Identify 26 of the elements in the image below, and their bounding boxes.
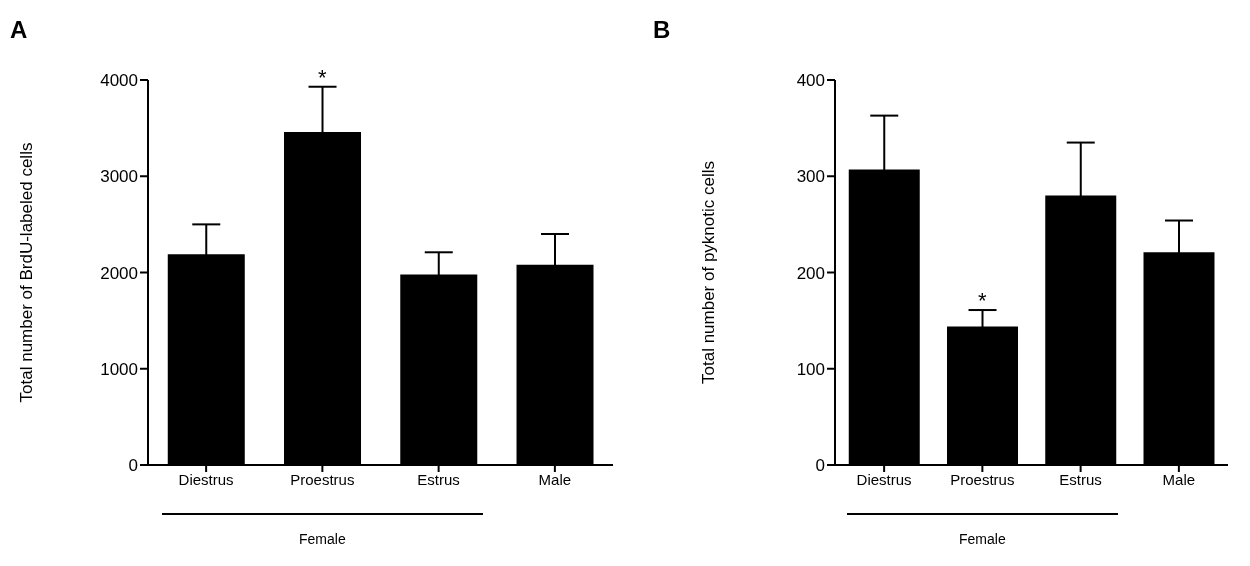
y-tick-label: 100 bbox=[796, 359, 825, 379]
y-tick-label: 4000 bbox=[100, 71, 138, 91]
y-tick-label: 1000 bbox=[100, 359, 138, 379]
text: Female bbox=[298, 531, 347, 547]
chart-title: A bbox=[10, 16, 28, 44]
annotation: * bbox=[318, 64, 328, 90]
y-tick-label: 2000 bbox=[100, 263, 138, 283]
y-tick-label: 400 bbox=[796, 71, 825, 91]
y-axis-title: Total number of BrdU-labeled cells bbox=[17, 142, 37, 403]
x-tick-label: Male bbox=[1162, 470, 1196, 488]
y-tick-label: 300 bbox=[796, 167, 825, 187]
y-tick-label: 200 bbox=[796, 263, 825, 283]
y-tick-label: 0 bbox=[128, 456, 138, 476]
x-tick-label: Male bbox=[538, 470, 572, 488]
x-tick-label: Diestrus bbox=[856, 470, 912, 488]
chart-title: B bbox=[653, 16, 671, 44]
x-tick-label: Estrus bbox=[417, 470, 460, 488]
annotation: * bbox=[978, 288, 988, 314]
y-axis-title: Total number of pyknotic cells bbox=[699, 161, 719, 384]
x-tick-label: Proestrus bbox=[290, 470, 355, 488]
y-tick-label: 3000 bbox=[100, 167, 138, 187]
x-tick-label: Estrus bbox=[1059, 470, 1102, 488]
y-tick-label: 0 bbox=[815, 456, 825, 476]
x-tick-label: Diestrus bbox=[178, 470, 234, 488]
text: Female bbox=[958, 531, 1007, 547]
x-tick-label: Proestrus bbox=[950, 470, 1015, 488]
